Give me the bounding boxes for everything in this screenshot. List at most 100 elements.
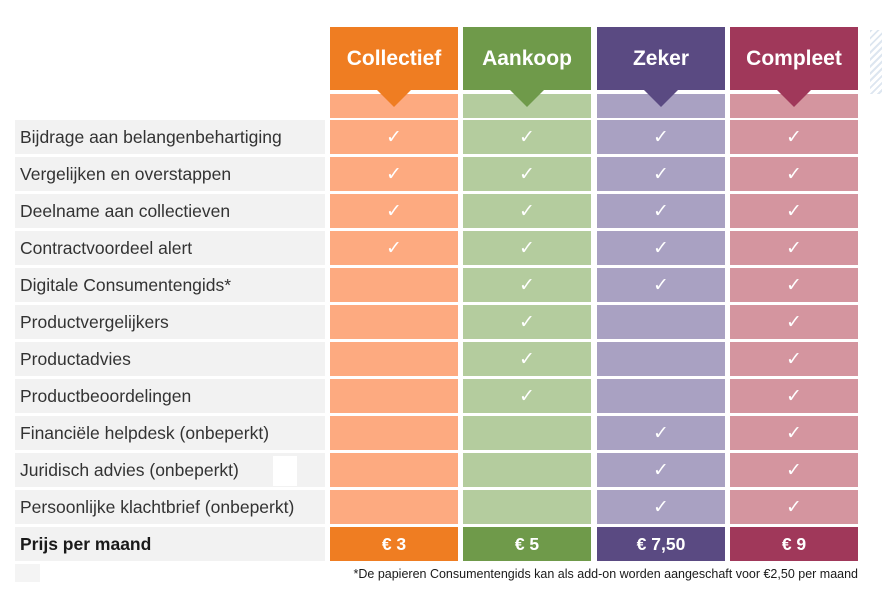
feature-cell: ✓ (597, 157, 725, 191)
checkmark-icon: ✓ (786, 385, 802, 407)
checkmark-icon: ✓ (786, 422, 802, 444)
plan-header-aankoop[interactable]: Aankoop (463, 27, 591, 90)
feature-label: Productvergelijkers (15, 305, 325, 339)
feature-cell: ✓ (330, 157, 458, 191)
feature-label: Persoonlijke klachtbrief (onbeperkt) (15, 490, 325, 524)
feature-cell: ✓ (330, 231, 458, 265)
plan-header-compleet[interactable]: Compleet (730, 27, 858, 90)
feature-cell: ✓ (730, 342, 858, 376)
feature-label: Productadvies (15, 342, 325, 376)
feature-cell: ✓ (597, 194, 725, 228)
checkmark-icon: ✓ (386, 163, 402, 185)
checkmark-icon: ✓ (653, 422, 669, 444)
feature-cell: ✓ (730, 453, 858, 487)
header-pointer-arrow-icon (510, 90, 544, 107)
feature-cell: ✓ (330, 120, 458, 154)
feature-cell: ✓ (597, 490, 725, 524)
feature-cell (330, 379, 458, 413)
feature-cell: ✓ (730, 231, 858, 265)
checkmark-icon: ✓ (386, 200, 402, 222)
feature-cell: ✓ (730, 379, 858, 413)
blank-overlay (273, 456, 297, 486)
feature-cell (597, 379, 725, 413)
checkmark-icon: ✓ (653, 274, 669, 296)
feature-cell (463, 453, 591, 487)
feature-cell: ✓ (463, 305, 591, 339)
feature-cell (330, 305, 458, 339)
checkmark-icon: ✓ (386, 237, 402, 259)
checkmark-icon: ✓ (786, 459, 802, 481)
feature-cell: ✓ (463, 231, 591, 265)
blank-overlay-2 (15, 564, 40, 582)
header-pointer-arrow-icon (644, 90, 678, 107)
feature-label: Productbeoordelingen (15, 379, 325, 413)
price-cell-aankoop: € 5 (463, 527, 591, 561)
feature-cell (330, 342, 458, 376)
feature-cell: ✓ (330, 194, 458, 228)
feature-cell: ✓ (597, 268, 725, 302)
footnote: *De papieren Consumentengids kan als add… (353, 567, 859, 581)
header-pointer-arrow-icon (377, 90, 411, 107)
feature-cell (330, 268, 458, 302)
feature-cell: ✓ (463, 379, 591, 413)
feature-cell (597, 305, 725, 339)
checkmark-icon: ✓ (653, 496, 669, 518)
checkmark-icon: ✓ (519, 200, 535, 222)
checkmark-icon: ✓ (786, 163, 802, 185)
feature-cell: ✓ (463, 157, 591, 191)
feature-cell: ✓ (597, 231, 725, 265)
header-pointer-arrow-icon (777, 90, 811, 107)
checkmark-icon: ✓ (786, 311, 802, 333)
checkmark-icon: ✓ (519, 126, 535, 148)
checkmark-icon: ✓ (519, 274, 535, 296)
checkmark-icon: ✓ (786, 126, 802, 148)
plan-header-zeker[interactable]: Zeker (597, 27, 725, 90)
feature-cell: ✓ (730, 305, 858, 339)
price-cell-zeker: € 7,50 (597, 527, 725, 561)
price-cell-compleet: € 9 (730, 527, 858, 561)
checkmark-icon: ✓ (786, 348, 802, 370)
checkmark-icon: ✓ (653, 200, 669, 222)
feature-cell: ✓ (463, 342, 591, 376)
feature-cell (330, 416, 458, 450)
checkmark-icon: ✓ (786, 496, 802, 518)
feature-label: Digitale Consumentengids* (15, 268, 325, 302)
feature-cell: ✓ (597, 453, 725, 487)
feature-cell: ✓ (463, 120, 591, 154)
feature-cell: ✓ (730, 157, 858, 191)
feature-cell: ✓ (597, 416, 725, 450)
feature-cell: ✓ (597, 120, 725, 154)
checkmark-icon: ✓ (519, 385, 535, 407)
checkmark-icon: ✓ (519, 311, 535, 333)
feature-cell: ✓ (730, 268, 858, 302)
checkmark-icon: ✓ (786, 200, 802, 222)
feature-cell: ✓ (730, 490, 858, 524)
checkmark-icon: ✓ (653, 237, 669, 259)
feature-cell (597, 342, 725, 376)
feature-cell (330, 453, 458, 487)
checkmark-icon: ✓ (519, 163, 535, 185)
feature-label: Bijdrage aan belangenbehartiging (15, 120, 325, 154)
feature-cell: ✓ (730, 194, 858, 228)
feature-cell: ✓ (730, 416, 858, 450)
checkmark-icon: ✓ (653, 163, 669, 185)
feature-cell (330, 490, 458, 524)
checkmark-icon: ✓ (519, 348, 535, 370)
price-row-label: Prijs per maand (15, 527, 325, 561)
feature-cell: ✓ (463, 194, 591, 228)
checkmark-icon: ✓ (653, 126, 669, 148)
checkmark-icon: ✓ (653, 459, 669, 481)
checkmark-icon: ✓ (786, 274, 802, 296)
feature-cell: ✓ (730, 120, 858, 154)
decorative-pattern (870, 30, 882, 94)
feature-label: Financiële helpdesk (onbeperkt) (15, 416, 325, 450)
feature-cell (463, 416, 591, 450)
checkmark-icon: ✓ (786, 237, 802, 259)
checkmark-icon: ✓ (519, 237, 535, 259)
plan-header-collectief[interactable]: Collectief (330, 27, 458, 90)
feature-cell: ✓ (463, 268, 591, 302)
feature-label: Contractvoordeel alert (15, 231, 325, 265)
feature-cell (463, 490, 591, 524)
feature-label: Vergelijken en overstappen (15, 157, 325, 191)
checkmark-icon: ✓ (386, 126, 402, 148)
